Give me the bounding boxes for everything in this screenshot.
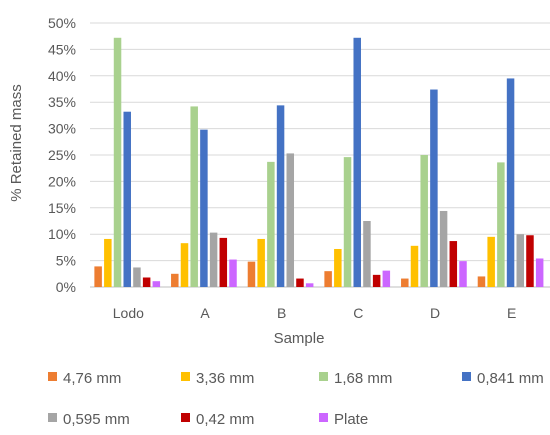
bar: [420, 155, 428, 287]
legend-swatch: [462, 372, 471, 381]
legend-label: 0,595 mm: [63, 411, 130, 428]
bar: [487, 236, 495, 287]
bar: [305, 283, 314, 287]
y-tick-label: 20%: [48, 173, 76, 189]
legend-swatch: [48, 413, 57, 422]
bar: [171, 273, 179, 287]
bar: [430, 89, 438, 287]
legend-label: 3,36 mm: [196, 370, 254, 387]
x-tick-label: E: [507, 305, 516, 321]
bar: [209, 232, 218, 287]
legend-label: 0,841 mm: [477, 370, 544, 387]
bar: [343, 157, 352, 287]
y-tick-label: 50%: [48, 15, 76, 31]
bar: [459, 261, 467, 287]
bar: [200, 129, 208, 287]
x-tick-labels: Lodo A B C D E: [113, 305, 517, 321]
bar: [506, 78, 515, 287]
bar: [324, 271, 332, 287]
bar: [229, 259, 237, 287]
y-tick-label: 30%: [48, 121, 76, 137]
x-axis-label: Sample: [274, 330, 325, 347]
bar: [257, 238, 265, 287]
x-tick-label: C: [353, 305, 363, 321]
bars: [94, 37, 544, 288]
bar: [363, 221, 371, 287]
legend-swatch: [181, 413, 190, 422]
bar: [439, 210, 448, 287]
bar: [276, 105, 285, 287]
legend: 4,76 mm 3,36 mm 1,68 mm 0,841 mm 0,595 mm 0,4…: [48, 370, 544, 428]
bar: [535, 258, 544, 287]
bar: [219, 237, 228, 287]
y-tick-label: 25%: [48, 147, 76, 163]
bar: [152, 281, 161, 287]
bar: [104, 238, 112, 287]
y-tick-label: 5%: [56, 253, 76, 269]
y-tick-label: 35%: [48, 94, 76, 110]
legend-swatch: [319, 372, 328, 381]
y-axis-label: % Retained mass: [8, 84, 25, 202]
legend-label: 1,68 mm: [334, 370, 392, 387]
bar: [247, 261, 256, 287]
y-tick-label: 15%: [48, 200, 76, 216]
legend-label: 4,76 mm: [63, 370, 121, 387]
bar: [142, 277, 151, 287]
x-tick-label: A: [200, 305, 210, 321]
x-tick-label: B: [277, 305, 286, 321]
bar: [113, 37, 122, 288]
y-tick-label: 40%: [48, 68, 76, 84]
bar: [296, 278, 304, 287]
bar: [180, 243, 189, 287]
bar: [123, 111, 131, 287]
bar: [382, 270, 391, 287]
bar: [286, 153, 295, 287]
legend-label: 0,42 mm: [196, 411, 254, 428]
x-tick-label: Lodo: [113, 305, 144, 321]
legend-swatch: [48, 372, 57, 381]
bar: [353, 37, 361, 288]
bar: [410, 245, 419, 287]
y-tick-label: 45%: [48, 41, 76, 57]
x-tick-label: D: [430, 305, 440, 321]
bar: [190, 106, 198, 287]
bar: [94, 266, 102, 287]
bar: [334, 248, 342, 287]
gridlines: [90, 22, 550, 288]
y-tick-label: 0%: [56, 279, 76, 295]
bar: [401, 278, 409, 287]
bar: [449, 241, 458, 287]
bar: [133, 267, 141, 287]
y-tick-labels: 0% 5% 10% 15% 20% 25% 30% 35% 40% 45% 50%: [48, 15, 76, 295]
bar: [516, 234, 525, 287]
legend-label: Plate: [334, 411, 368, 428]
bar: [477, 276, 486, 287]
bar: [526, 235, 534, 287]
y-tick-label: 10%: [48, 226, 76, 242]
bar: [372, 274, 381, 287]
bar: [497, 162, 505, 287]
legend-swatch: [181, 372, 190, 381]
legend-swatch: [319, 413, 328, 422]
bar: [267, 161, 275, 287]
